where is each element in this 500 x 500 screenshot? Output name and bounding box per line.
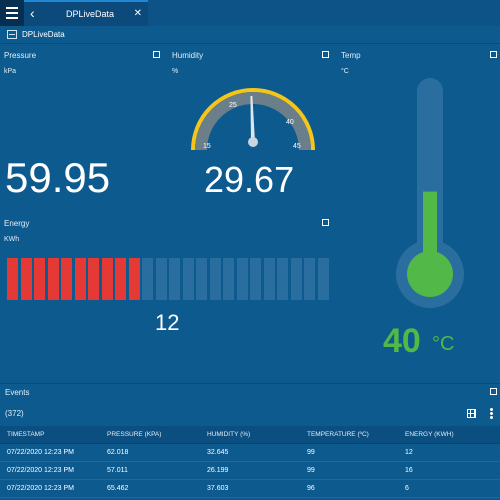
temp-display-unit: °C [432, 333, 455, 355]
temp-expand-icon[interactable] [490, 51, 497, 58]
table-cell: 32.645 [200, 443, 300, 462]
table-cell: 6 [398, 479, 500, 498]
column-header[interactable]: HUMIDITY (%) [200, 426, 300, 444]
energy-bar-active [61, 258, 72, 300]
dashboard-subbar: DPLiveData [0, 26, 500, 44]
gauge-hub [248, 137, 258, 147]
gauge-tick-label: 15 [203, 143, 211, 150]
more-options-icon[interactable] [490, 408, 494, 420]
energy-bar-inactive [155, 258, 167, 300]
humidity-value: 29.67 [204, 159, 295, 200]
humidity-expand-icon[interactable] [322, 51, 329, 58]
table-cell: 96 [300, 479, 398, 498]
table-cell: 99 [300, 443, 398, 462]
energy-bar-inactive [317, 258, 329, 300]
table-row[interactable]: 07/22/2020 12:23 PM 62.018 32.645 99 12 [0, 443, 500, 462]
energy-bar-active [34, 258, 45, 300]
energy-bar-inactive [250, 258, 261, 300]
energy-title: Energy [4, 219, 30, 228]
dashboard-icon [7, 30, 17, 39]
energy-bar-inactive [169, 258, 180, 300]
table-cell: 57.011 [100, 461, 200, 480]
energy-bar-active [101, 258, 113, 300]
table-cell: 07/22/2020 12:23 PM [0, 479, 100, 498]
column-header[interactable]: TEMPERATURE (ºC) [300, 426, 398, 444]
energy-value: 12 [155, 310, 180, 335]
hamburger-icon [6, 7, 18, 9]
tab-label: DPLiveData [66, 9, 115, 19]
table-cell: 07/22/2020 12:23 PM [0, 443, 100, 462]
events-table: TIMESTAMP PRESSURE (KPA) HUMIDITY (%) TE… [0, 426, 500, 498]
humidity-title: Humidity [172, 51, 204, 60]
humidity-gauge: 15 25 40 45 [191, 88, 315, 151]
chevron-left-icon[interactable]: ‹ [30, 5, 35, 21]
pressure-unit: kPa [4, 68, 17, 75]
table-cell: 12 [398, 443, 500, 462]
energy-bar-inactive [142, 258, 153, 300]
gauge-needle [250, 95, 255, 143]
pressure-title: Pressure [4, 51, 37, 60]
energy-bar-inactive [209, 258, 221, 300]
temp-title: Temp [341, 51, 361, 60]
table-cell: 65.462 [100, 479, 200, 498]
events-title: Events [5, 388, 30, 397]
energy-bar-inactive [277, 258, 288, 300]
column-header[interactable]: PRESSURE (KPA) [100, 426, 200, 444]
energy-bar-active [7, 258, 18, 300]
table-cell: 07/22/2020 12:23 PM [0, 461, 100, 480]
dashboard-label: DPLiveData [22, 30, 65, 39]
energy-bar-inactive [223, 258, 234, 300]
energy-bar-active [20, 258, 32, 300]
gauge-tick-label: 40 [286, 119, 294, 126]
energy-bar-inactive [263, 258, 275, 300]
tab-dplivedata[interactable]: ‹ DPLiveData ✕ [24, 0, 148, 26]
humidity-unit: % [172, 68, 179, 75]
energy-bar-inactive [290, 258, 302, 300]
thermometer [396, 78, 464, 308]
table-row[interactable]: 07/22/2020 12:23 PM 57.011 26.199 99 16 [0, 461, 500, 480]
table-cell: 26.199 [200, 461, 300, 480]
thermometer-bulb [407, 251, 453, 297]
table-cell: 99 [300, 461, 398, 480]
column-header[interactable]: ENERGY (KWH) [398, 426, 500, 444]
energy-bar-active [74, 258, 86, 300]
pressure-value: 59.95 [5, 154, 111, 201]
energy-bar-active [128, 258, 140, 300]
table-row[interactable]: 07/22/2020 12:23 PM 65.462 37.603 96 6 [0, 479, 500, 498]
energy-bar-active [47, 258, 59, 300]
table-cell: 37.603 [200, 479, 300, 498]
energy-unit: KWh [4, 236, 20, 243]
column-header[interactable]: TIMESTAMP [0, 426, 100, 444]
table-header-row: TIMESTAMP PRESSURE (KPA) HUMIDITY (%) TE… [0, 426, 500, 444]
energy-bar-active [115, 258, 126, 300]
top-bar: ‹ DPLiveData ✕ [0, 0, 500, 26]
events-count: (372) [5, 409, 24, 418]
table-cell: 62.018 [100, 443, 200, 462]
energy-bar-gauge [7, 258, 331, 300]
energy-bar-inactive [196, 258, 207, 300]
energy-bar-inactive [182, 258, 194, 300]
close-icon[interactable]: ✕ [133, 8, 142, 19]
energy-bar-inactive [304, 258, 315, 300]
temp-value: 40 [383, 322, 421, 360]
hamburger-menu-button[interactable] [0, 0, 24, 26]
column-chooser-icon[interactable] [467, 409, 476, 418]
table-cell: 16 [398, 461, 500, 480]
pressure-expand-icon[interactable] [153, 51, 160, 58]
energy-expand-icon[interactable] [322, 219, 329, 226]
events-expand-icon[interactable] [490, 388, 497, 395]
gauge-tick-label: 45 [293, 143, 301, 150]
temp-unit: °C [341, 68, 349, 75]
gauge-tick-label: 25 [229, 102, 237, 109]
energy-bar-active [88, 258, 99, 300]
energy-bar-inactive [236, 258, 248, 300]
